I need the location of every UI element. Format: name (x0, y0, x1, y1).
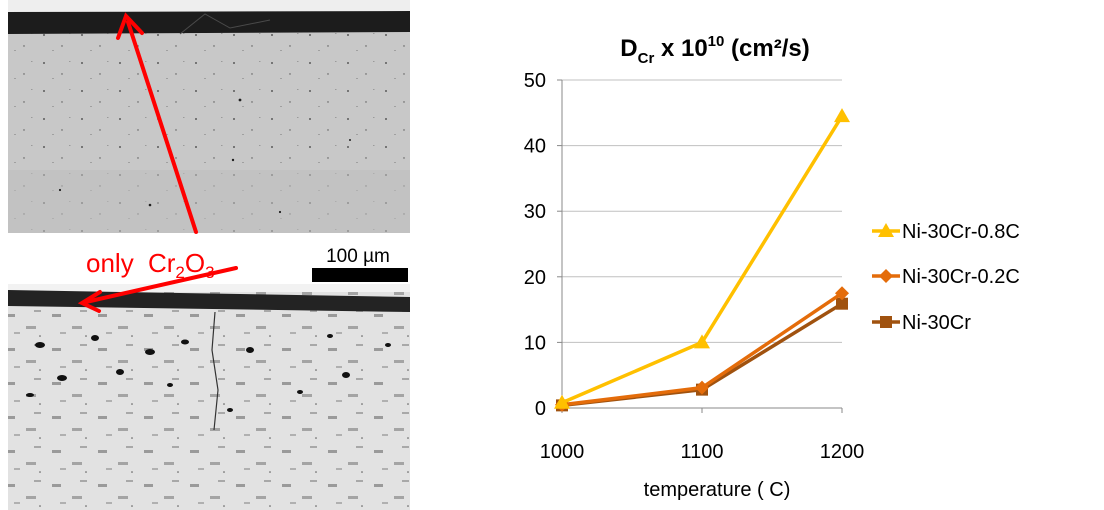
scale-bar (312, 268, 408, 282)
axes (557, 80, 842, 413)
formula-element-cr: Cr (148, 248, 176, 278)
title-subscript: Cr (638, 50, 655, 67)
scale-bar-label: 100 µm (326, 246, 390, 267)
title-superscript: 10 (708, 33, 725, 50)
x-axis-label: temperature ( C) (644, 479, 791, 501)
formula-sub-3: 3 (205, 263, 214, 282)
y-tick-label: 20 (524, 267, 546, 289)
legend-label: Ni-30Cr-0.2C (902, 266, 1020, 288)
series-Ni-30Cr-0.2C (555, 286, 849, 412)
x-tick-labels: 1000 1100 1200 (540, 441, 865, 463)
micrograph-figure: only Cr2O3 100 µm (0, 0, 420, 510)
title-mid: x 10 (654, 35, 707, 62)
legend-entry: Ni-30Cr (872, 312, 971, 334)
x-tick-label: 1000 (540, 441, 585, 463)
grid-lines (562, 80, 842, 342)
legend-entry: Ni-30Cr-0.2C (872, 266, 1020, 288)
x-tick-label: 1200 (820, 441, 865, 463)
y-tick-label: 10 (524, 332, 546, 354)
micrograph-top (8, 0, 410, 233)
x-tick-label: 1100 (680, 441, 723, 463)
y-tick-label: 0 (535, 398, 546, 420)
oxide-annotation: only Cr2O3 (86, 248, 215, 282)
series-line (562, 116, 842, 403)
series-Ni-30Cr-0.8C (554, 108, 850, 409)
legend-label: Ni-30Cr (902, 312, 971, 334)
title-end: (cm²/s) (724, 35, 809, 62)
legend: Ni-30Cr-0.8C Ni-30Cr-0.2C Ni-30Cr (872, 221, 1020, 334)
title-main: D (620, 35, 637, 62)
legend-entry: Ni-30Cr-0.8C (872, 221, 1020, 243)
legend-label: Ni-30Cr-0.8C (902, 221, 1020, 243)
y-tick-label: 30 (524, 201, 546, 223)
legend-marker (879, 269, 893, 283)
series-group (554, 108, 850, 412)
y-tick-label: 50 (524, 70, 546, 92)
y-tick-labels: 0 10 20 30 40 50 (524, 70, 546, 420)
data-point (834, 108, 850, 122)
micrograph-bottom (8, 284, 410, 510)
formula-element-o: O (185, 248, 205, 278)
formula-sub-2: 2 (175, 263, 184, 282)
chart-title: DCr x 1010 (cm²/s) (620, 33, 809, 67)
legend-marker (880, 316, 892, 328)
y-tick-label: 40 (524, 136, 546, 158)
annotation-label: only (86, 248, 134, 278)
